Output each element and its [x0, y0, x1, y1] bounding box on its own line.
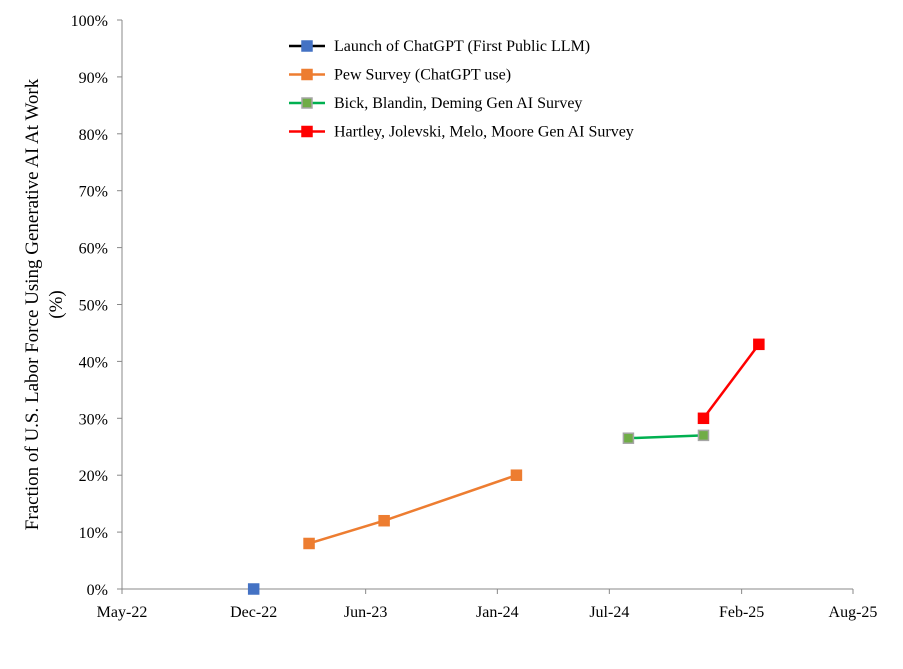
y-axis-title: Fraction of U.S. Labor Force Using Gener… [22, 78, 43, 530]
legend-marker [301, 40, 313, 52]
series-line [628, 434, 704, 440]
legend-label: Hartley, Jolevski, Melo, Moore Gen AI Su… [334, 124, 634, 141]
series-group [247, 583, 260, 595]
x-tick-label: Jul-24 [589, 604, 629, 621]
y-tick-label: 80% [79, 127, 108, 144]
y-tick-label: 60% [79, 241, 108, 258]
y-axis-title-unit: (%) [46, 290, 67, 318]
y-tick-label: 50% [79, 298, 108, 315]
data-point-marker [753, 338, 765, 351]
y-tick-label: 30% [79, 411, 108, 428]
y-axis-ticks: 0% 10% 20% 30% 40% 50% 60% 70% 80% 90% 100% [71, 13, 122, 599]
y-tick-label: 20% [79, 468, 108, 485]
legend-label: Bick, Blandin, Deming Gen AI Survey [334, 95, 582, 112]
y-tick-label: 10% [79, 525, 108, 542]
series-group [303, 469, 523, 550]
series-line [308, 474, 517, 545]
y-tick-label: 90% [79, 70, 108, 87]
x-tick-label: Aug-25 [829, 604, 878, 621]
y-tick-label: 40% [79, 354, 108, 371]
x-tick-label: Jan-24 [476, 604, 519, 621]
data-point-marker [378, 514, 390, 527]
data-point-marker [510, 469, 523, 481]
legend-label: Pew Survey (ChatGPT use) [334, 67, 511, 84]
series-layer [247, 338, 765, 595]
legend-label: Launch of ChatGPT (First Public LLM) [334, 38, 590, 55]
series-group [697, 338, 765, 425]
legend-marker [301, 68, 313, 81]
legend-marker [301, 97, 313, 109]
data-point-marker [622, 432, 635, 444]
x-tick-label: Jun-23 [344, 604, 388, 621]
y-tick-label: 70% [79, 184, 108, 201]
legend: Launch of ChatGPT (First Public LLM) Pew … [289, 38, 634, 141]
data-point-marker [247, 583, 260, 595]
legend-marker [301, 125, 313, 138]
series-line [702, 343, 760, 420]
y-tick-label: 100% [71, 13, 108, 30]
data-point-marker [697, 429, 710, 442]
x-axis-ticks: May-22 Dec-22 Jun-23 Jan-24 Jul-24 Feb-25 Aug-… [97, 589, 878, 621]
x-tick-label: Dec-22 [230, 604, 277, 621]
data-point-marker [303, 537, 315, 550]
x-tick-label: Feb-25 [719, 604, 764, 621]
x-tick-label: May-22 [97, 604, 148, 621]
y-tick-label: 0% [87, 582, 108, 599]
series-group [622, 429, 710, 444]
data-point-marker [697, 412, 710, 425]
